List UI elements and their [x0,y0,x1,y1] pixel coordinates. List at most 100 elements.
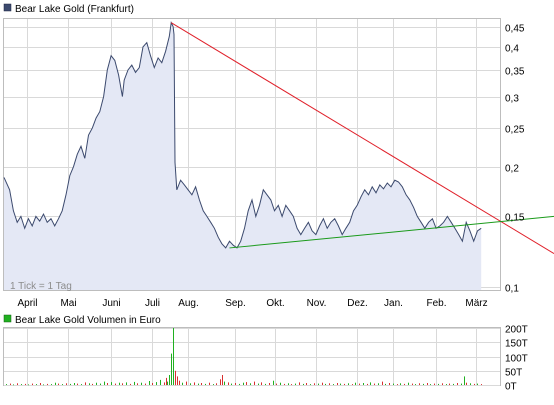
volume-bar [348,383,349,385]
price-plot-frame [3,18,501,291]
price-y-tick-label: 0,2 [505,164,519,175]
volume-bar [145,383,146,385]
volume-bar [62,384,63,385]
volume-bar [442,383,443,385]
volume-plot-frame [3,327,501,386]
volume-bar [213,384,214,385]
volume-bar [457,383,458,385]
volume-bar [58,383,59,385]
volume-bar [81,384,82,385]
volume-bar [55,382,56,385]
volume-bar [310,384,311,385]
volume-bar [430,384,431,385]
volume-bar [423,383,424,385]
volume-bar [359,383,360,385]
volume-grid [4,328,500,386]
volume-bar [474,383,475,385]
volume-bar [415,384,416,385]
volume-bar [66,383,67,385]
volume-bar [284,383,285,385]
volume-bar [470,383,471,385]
volume-bar [303,383,304,385]
volume-bar [222,375,223,385]
volume-bar [329,383,330,385]
volume-bar [325,383,326,385]
volume-bar [477,383,478,385]
volume-bar [397,384,398,385]
volume-bar [171,353,172,385]
price-y-tick-label: 0,4 [505,44,519,55]
volume-bar [13,384,14,386]
volume-bar [201,383,202,385]
price-y-tick-label: 0,35 [505,67,525,78]
volume-bar [100,383,101,385]
volume-bar [74,383,75,385]
volume-bar [239,383,240,385]
volume-bar [173,328,174,385]
volume-bar [314,383,315,385]
volume-bar [340,383,341,385]
volume-bar [258,383,259,385]
volume-bar [273,380,274,385]
price-lines [3,21,554,254]
volume-bar [43,384,44,386]
price-legend-label: Bear Lake Gold (Frankfurt) [15,4,134,15]
volume-bar [367,383,368,385]
volume-bar [404,383,405,385]
volume-bar [453,383,454,385]
x-tick-label: Nov. [307,298,327,309]
volume-bar [198,383,199,385]
volume-bar [393,383,394,385]
volume-y-tick-label: 150T [505,339,528,350]
volume-bar [466,382,467,385]
volume-bar [352,384,353,385]
volume-bar [190,383,191,385]
x-tick-label: Dez. [347,298,368,309]
x-tick-label: Aug. [178,298,199,309]
volume-bar [164,382,165,385]
volume-bar [344,383,345,385]
volume-bar [111,382,112,385]
tick-note: 1 Tick = 1 Tag [10,281,72,292]
volume-bar [235,383,236,385]
price-y-tick-label: 0,15 [505,213,525,224]
volume-bar [40,383,41,385]
price-y-tick-label: 0,25 [505,125,525,136]
volume-bar [141,382,142,385]
volume-bar [17,383,18,385]
volume-bar [137,383,138,385]
x-tick-label: Juli [145,298,160,309]
volume-bar [378,383,379,385]
volume-y-tick-label: 100T [505,354,528,365]
volume-bar [134,381,135,385]
volume-bar [427,383,428,385]
volume-bar [85,382,86,385]
volume-bar [77,383,78,385]
volume-bar [446,384,447,385]
volume-bar [243,382,244,385]
x-tick-label: Feb. [426,298,446,309]
volume-bar [337,383,338,385]
price-y-tick-label: 0,45 [505,24,525,35]
volume-bar [246,382,247,385]
volume-bar [295,383,296,385]
volume-bar [92,383,93,385]
volume-bar [182,382,183,385]
x-tick-label: März [465,298,487,309]
volume-bar [228,382,229,385]
volume-bars [6,328,482,386]
volume-bar [419,383,420,385]
volume-y-tick-label: 200T [505,325,528,336]
volume-bar [89,383,90,385]
volume-bar [231,383,232,385]
volume-bar [205,383,206,385]
volume-legend-label: Bear Lake Gold Volumen in Euro [15,315,161,326]
volume-bar [177,376,178,385]
volume-bar [291,384,292,385]
volume-bar [119,382,120,385]
volume-bar [36,384,37,385]
volume-bar [333,384,334,385]
volume-bar [318,383,319,385]
volume-bar [156,382,157,385]
price-y-axis: 0,45 0,4 0,35 0,3 0,25 0,2 0,15 0,1 [505,24,525,295]
